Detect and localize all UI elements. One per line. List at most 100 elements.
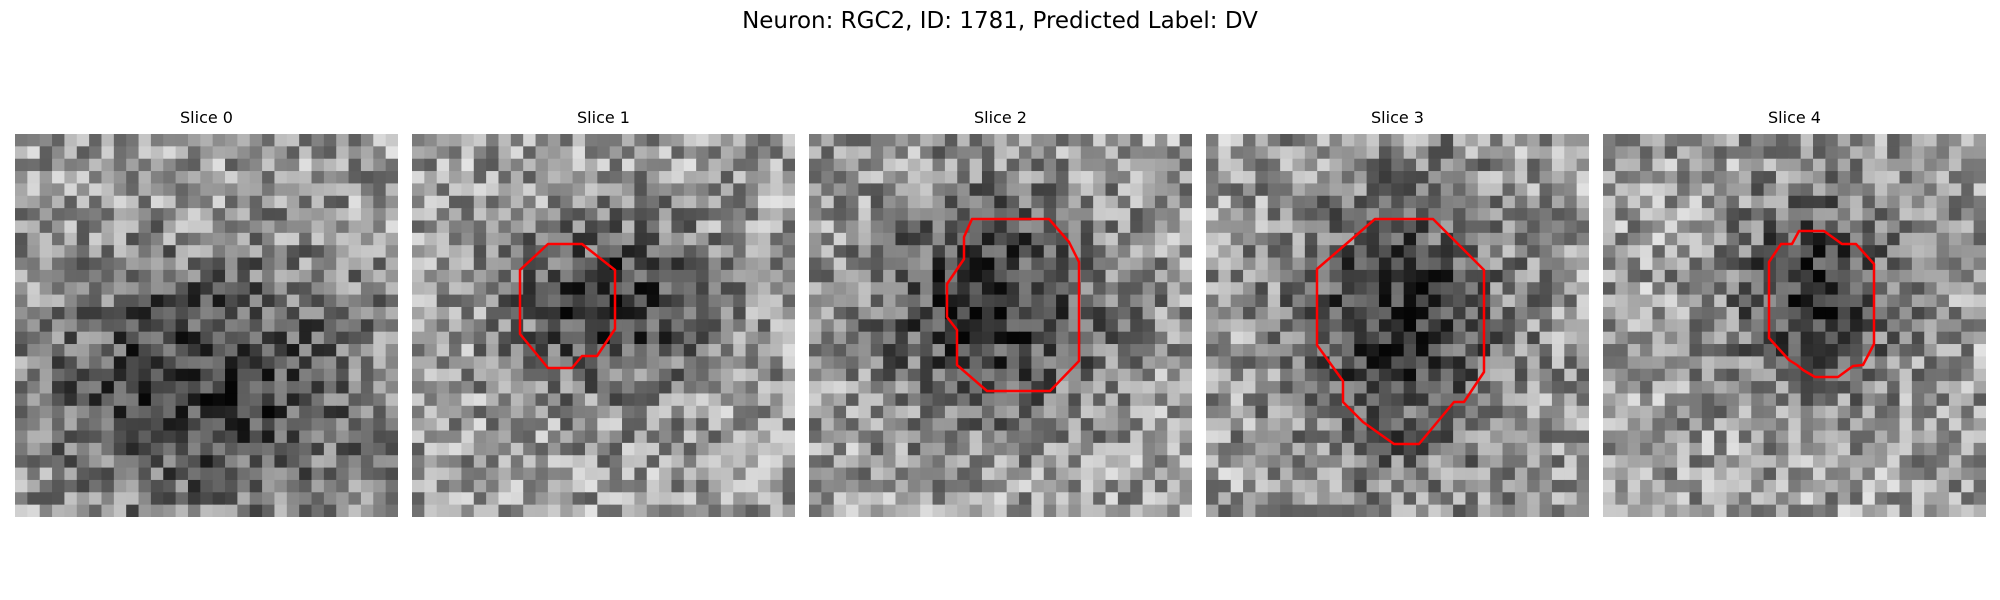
pixel-tile bbox=[597, 381, 611, 395]
pixel-tile bbox=[981, 245, 995, 259]
pixel-tile bbox=[150, 479, 164, 493]
pixel-tile bbox=[64, 134, 78, 147]
pixel-tile bbox=[895, 171, 909, 185]
pixel-tile bbox=[1206, 134, 1219, 147]
pixel-tile bbox=[486, 146, 500, 160]
pixel-tile bbox=[1615, 294, 1629, 308]
pixel-tile bbox=[683, 183, 697, 197]
pixel-tile bbox=[708, 146, 722, 160]
pixel-tile bbox=[1378, 479, 1392, 493]
pixel-tile bbox=[932, 418, 946, 432]
pixel-tile bbox=[1640, 220, 1654, 234]
pixel-tile bbox=[1130, 195, 1144, 209]
pixel-tile bbox=[473, 158, 487, 172]
pixel-tile bbox=[1911, 294, 1925, 308]
pixel-tile bbox=[1154, 282, 1168, 296]
pixel-tile bbox=[1924, 134, 1938, 147]
pixel-tile bbox=[1056, 430, 1070, 444]
pixel-tile bbox=[498, 195, 512, 209]
pixel-tile bbox=[622, 344, 635, 357]
pixel-tile bbox=[1453, 405, 1467, 419]
pixel-tile bbox=[1304, 294, 1318, 308]
pixel-tile bbox=[1502, 232, 1516, 246]
pixel-tile bbox=[101, 442, 115, 456]
pixel-tile bbox=[249, 294, 263, 308]
pixel-tile bbox=[622, 220, 635, 234]
pixel-tile bbox=[15, 442, 28, 456]
pixel-tile bbox=[809, 245, 822, 259]
pixel-tile bbox=[1551, 442, 1565, 456]
pixel-tile bbox=[870, 232, 884, 246]
pixel-tile bbox=[126, 492, 140, 506]
pixel-tile bbox=[634, 405, 648, 419]
pixel-tile bbox=[1837, 245, 1851, 259]
pixel-tile bbox=[1080, 344, 1094, 357]
pixel-tile bbox=[597, 418, 611, 432]
pixel-tile bbox=[1142, 479, 1156, 493]
pixel-tile bbox=[1689, 430, 1703, 444]
pixel-tile bbox=[1179, 492, 1192, 506]
pixel-tile bbox=[757, 479, 771, 493]
pixel-tile bbox=[1391, 492, 1405, 506]
pixel-tile bbox=[1788, 344, 1802, 357]
pixel-tile bbox=[163, 232, 177, 246]
pixel-tile bbox=[498, 418, 512, 432]
pixel-tile bbox=[299, 257, 313, 271]
pixel-tile bbox=[163, 331, 177, 345]
pixel-tile bbox=[683, 479, 697, 493]
pixel-tile bbox=[1924, 418, 1938, 432]
pixel-tile bbox=[1751, 393, 1765, 407]
pixel-tile bbox=[895, 294, 909, 308]
pixel-tile bbox=[1973, 208, 1986, 222]
pixel-tile bbox=[336, 232, 350, 246]
pixel-tile bbox=[1105, 418, 1119, 432]
pixel-tile bbox=[981, 269, 995, 283]
pixel-tile bbox=[858, 381, 872, 395]
pixel-tile bbox=[510, 220, 524, 234]
pixel-tile bbox=[1378, 319, 1392, 333]
pixel-tile bbox=[237, 257, 251, 271]
pixel-tile bbox=[1862, 405, 1876, 419]
pixel-tile bbox=[1117, 220, 1131, 234]
pixel-tile bbox=[1825, 294, 1839, 308]
pixel-tile bbox=[1664, 492, 1678, 506]
pixel-tile bbox=[1825, 306, 1839, 320]
pixel-tile bbox=[1206, 430, 1219, 444]
pixel-tile bbox=[138, 418, 152, 432]
pixel-tile bbox=[957, 418, 971, 432]
pixel-tile bbox=[1924, 294, 1938, 308]
pixel-tile bbox=[1689, 208, 1703, 222]
pixel-tile bbox=[584, 393, 598, 407]
pixel-tile bbox=[1775, 455, 1789, 469]
pixel-tile bbox=[1255, 134, 1269, 147]
pixel-tile bbox=[1911, 455, 1925, 469]
pixel-tile bbox=[1255, 442, 1269, 456]
pixel-tile bbox=[708, 158, 722, 172]
pixel-tile bbox=[1751, 356, 1765, 370]
pixel-tile bbox=[646, 430, 660, 444]
pixel-tile bbox=[1428, 294, 1442, 308]
pixel-tile bbox=[1603, 183, 1616, 197]
pixel-tile bbox=[1366, 171, 1380, 185]
pixel-tile bbox=[1329, 344, 1343, 357]
pixel-tile bbox=[1738, 294, 1752, 308]
pixel-tile bbox=[1329, 306, 1343, 320]
pixel-tile bbox=[424, 269, 438, 283]
pixel-tile bbox=[1453, 208, 1467, 222]
pixel-tile bbox=[708, 331, 722, 345]
pixel-tile bbox=[360, 368, 374, 382]
pixel-tile bbox=[1701, 418, 1715, 432]
pixel-tile bbox=[1837, 381, 1851, 395]
pixel-tile bbox=[1440, 368, 1454, 382]
pixel-tile bbox=[1627, 356, 1641, 370]
pixel-tile bbox=[1378, 356, 1392, 370]
pixel-tile bbox=[932, 171, 946, 185]
pixel-tile bbox=[535, 331, 549, 345]
pixel-tile bbox=[1167, 393, 1181, 407]
pixel-tile bbox=[1813, 171, 1826, 185]
pixel-tile bbox=[286, 245, 300, 259]
pixel-tile bbox=[1130, 220, 1144, 234]
pixel-tile bbox=[1689, 442, 1703, 456]
pixel-tile bbox=[200, 146, 214, 160]
pixel-tile bbox=[510, 455, 524, 469]
